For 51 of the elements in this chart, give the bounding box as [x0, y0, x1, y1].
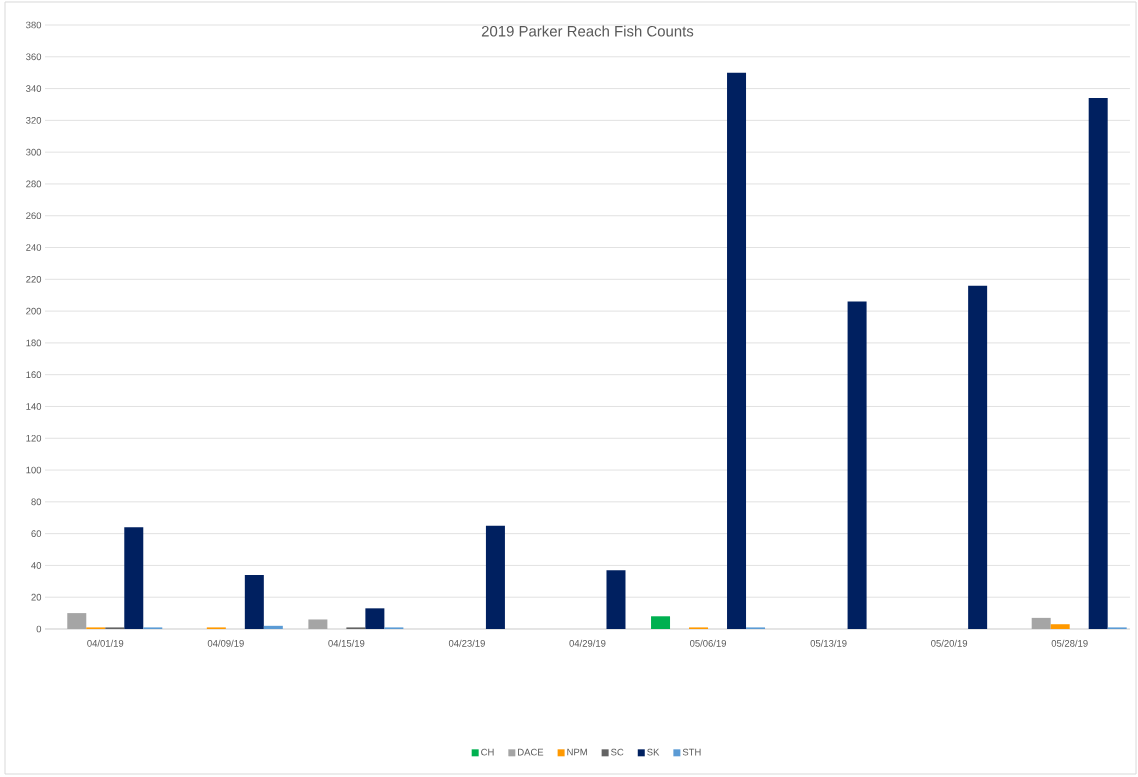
y-tick-label: 200	[26, 307, 42, 315]
y-tick-label: 360	[26, 53, 42, 61]
y-tick-label: 340	[26, 85, 42, 92]
x-tick-label: 05/28/19	[1051, 639, 1088, 647]
bar	[1031, 617, 1051, 629]
y-tick-label: 80	[31, 498, 42, 506]
y-tick-label: 40	[31, 562, 42, 569]
y-tick-label: 60	[31, 530, 42, 537]
y-tick-label: 0	[36, 625, 42, 633]
y-tick-label: 160	[26, 371, 42, 379]
bar	[1050, 624, 1070, 629]
x-tick-label: 05/06/19	[689, 639, 726, 647]
legend-label: STH	[682, 748, 701, 756]
legend-label: CH	[481, 748, 494, 756]
bar	[67, 613, 87, 629]
bar	[651, 616, 671, 629]
y-tick-label: 320	[26, 117, 42, 124]
y-tick-label: 300	[26, 148, 42, 156]
x-tick-label: 04/01/19	[87, 639, 124, 647]
legend-label: SK	[647, 748, 660, 756]
y-tick-label: 20	[31, 593, 42, 601]
bar	[124, 527, 144, 629]
y-tick-label: 180	[26, 339, 42, 347]
x-tick-label: 04/09/19	[207, 639, 244, 647]
y-tick-label: 240	[26, 244, 42, 251]
x-tick-label: 04/29/19	[569, 639, 606, 647]
bar	[308, 619, 328, 629]
x-tick-label: 05/20/19	[931, 639, 968, 647]
y-tick-label: 260	[26, 212, 42, 220]
bar	[263, 625, 283, 629]
bar	[1088, 98, 1108, 629]
legend-label: NPM	[567, 748, 587, 756]
bar	[606, 570, 626, 629]
y-tick-label: 280	[26, 180, 42, 188]
x-tick-label: 05/13/19	[810, 639, 847, 647]
bar	[847, 301, 867, 629]
x-tick-label: 04/15/19	[328, 639, 365, 647]
y-tick-label: 140	[26, 403, 42, 410]
y-tick-label: 120	[26, 434, 42, 442]
y-tick-label: 220	[26, 275, 42, 283]
legend-label: SC	[611, 748, 624, 756]
bar	[968, 285, 988, 629]
y-tick-label: 380	[26, 21, 42, 29]
legend-label: DACE	[518, 748, 544, 756]
bar	[365, 608, 385, 629]
bar	[485, 525, 505, 629]
bar	[727, 72, 747, 629]
chart-title: 2019 Parker Reach Fish Counts	[481, 25, 694, 37]
y-tick-label: 100	[26, 466, 42, 474]
x-tick-label: 04/23/19	[448, 639, 485, 647]
bar	[244, 574, 264, 629]
